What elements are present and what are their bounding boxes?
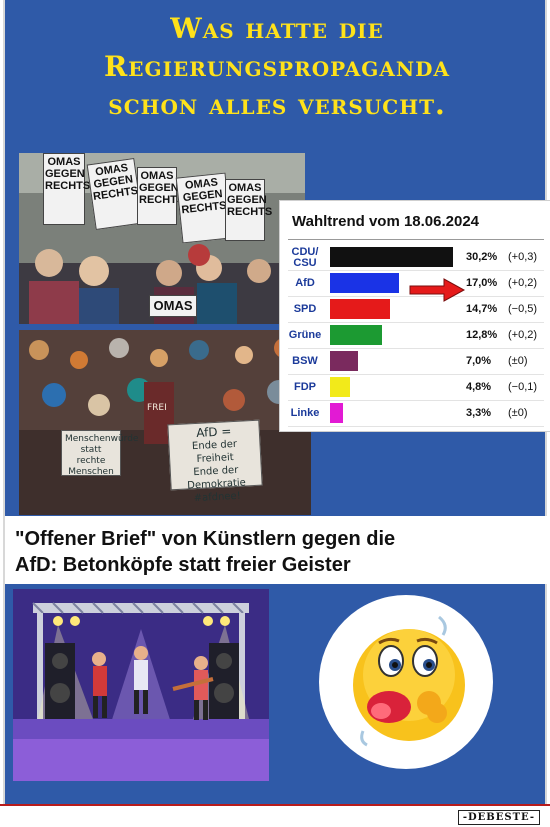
- sign-text: OMAS: [47, 156, 81, 168]
- protest-sign: OMAS GEGEN RECHTS: [225, 179, 273, 241]
- poll-change: (+0,2): [508, 329, 538, 341]
- poll-row: FDP 4,8% (−0,1): [280, 375, 550, 401]
- protest-sign-afd: AfD = Ende der Freiheit Ende der Demokra…: [167, 419, 263, 504]
- poll-bar: [330, 247, 457, 267]
- poll-value: 12,8%: [466, 329, 498, 341]
- sign-text: Ende der Demokratie: [186, 464, 247, 492]
- poll-bar: [330, 351, 363, 371]
- divider: [288, 322, 544, 323]
- emoji-face-icon: [353, 615, 465, 747]
- poll-bar: [330, 377, 353, 397]
- sign-text: RECHTS: [139, 194, 185, 206]
- party-name: BSW: [292, 355, 318, 367]
- protest-sign: OMAS GEGEN RECHTS: [175, 172, 233, 244]
- sign-text: statt: [80, 445, 102, 455]
- divider: [288, 270, 544, 271]
- svg-text:FREI: FREI: [147, 403, 167, 413]
- protest-sign: OMAS: [149, 295, 197, 317]
- poll-change: (+0,2): [508, 277, 538, 289]
- poll-change: (−0,5): [508, 303, 538, 315]
- poll-bar: [330, 325, 386, 345]
- footer-bar: [0, 806, 550, 827]
- poll-value: 17,0%: [466, 277, 498, 289]
- sign-text: GEGEN: [139, 182, 179, 194]
- poll-change: (±0): [508, 407, 528, 419]
- party-name-line: CSU: [293, 257, 317, 269]
- sign-text: RECHTS: [45, 180, 91, 192]
- concert-illustration: [13, 589, 269, 781]
- headline-line-2: AfD: Betonköpfe statt freier Geister: [15, 554, 351, 576]
- party-name: CDU/CSU: [284, 247, 326, 269]
- crowd-illustration-2: FREI: [19, 330, 311, 515]
- headline-line-1: "Offener Brief" von Künstlern gegen die: [15, 528, 396, 550]
- poll-row: SPD 14,7% (−0,5): [280, 297, 550, 323]
- stage-illustration: [13, 589, 269, 781]
- poster-title: Was hatte die Regierungspropaganda schon…: [5, 10, 549, 124]
- poll-bar: [330, 299, 394, 319]
- sign-text: GEGEN: [45, 168, 85, 180]
- poster-frame: Was hatte die Regierungspropaganda schon…: [3, 0, 550, 806]
- protest-sign: OMAS GEGEN RECHTS: [86, 157, 144, 231]
- protest-photo-omas: OMAS GEGEN RECHTS OMAS GEGEN RECHTS OMAS…: [19, 153, 305, 324]
- poll-value: 14,7%: [466, 303, 498, 315]
- divider: [288, 296, 544, 297]
- sign-text: OMAS: [228, 182, 262, 194]
- party-name-line: CDU/: [291, 246, 319, 258]
- poll-row: AfD 17,0% (+0,2): [280, 271, 550, 297]
- poll-value: 3,3%: [466, 407, 492, 419]
- sign-text: rechte Menschen: [68, 456, 114, 477]
- sign-text: GEGEN: [227, 194, 267, 206]
- sign-text: OMAS: [153, 298, 193, 313]
- poll-bar: [330, 403, 348, 423]
- poll-change: (±0): [508, 355, 528, 367]
- poll-change: (−0,1): [508, 381, 538, 393]
- poll-card: Wahltrend vom 18.06.2024 CDU/CSU 30,2% (+0…: [279, 200, 550, 432]
- party-name: AfD: [295, 277, 315, 289]
- title-line-1: Was hatte die: [170, 12, 384, 45]
- divider: [288, 239, 544, 240]
- party-name: SPD: [293, 303, 317, 315]
- poll-title: Wahltrend vom 18.06.2024: [292, 213, 480, 230]
- divider: [288, 426, 544, 427]
- poll-value: 4,8%: [466, 381, 492, 393]
- poll-bar: [330, 273, 404, 293]
- protest-sign: Menschenwürde statt rechte Menschen: [61, 430, 139, 477]
- title-line-3: schon alles versucht.: [108, 88, 446, 121]
- protest-sign: OMAS GEGEN RECHTS: [137, 167, 185, 225]
- poll-change: (+0,3): [508, 251, 538, 263]
- protest-sign: OMAS GEGEN RECHTS: [43, 153, 91, 225]
- headline: "Offener Brief" von Künstlern gegen die …: [15, 526, 545, 578]
- bottom-rule: [0, 804, 550, 807]
- headline-box: "Offener Brief" von Künstlern gegen die …: [5, 516, 549, 584]
- poll-row: CDU/CSU 30,2% (+0,3): [280, 245, 550, 271]
- party-name: Linke: [290, 407, 320, 419]
- poll-row: BSW 7,0% (±0): [280, 349, 550, 375]
- protest-photo-crowd: FREI Menschenwürde statt rechte Menschen…: [19, 330, 311, 515]
- sign-text: OMAS: [140, 170, 174, 182]
- poll-value: 30,2%: [466, 251, 498, 263]
- divider: [288, 400, 544, 401]
- watermark-logo: -DEBESTE-: [457, 810, 540, 825]
- sign-text: RECHTS: [227, 206, 273, 218]
- red-arrow-icon: [409, 278, 466, 302]
- title-line-2: Regierungspropaganda: [104, 50, 450, 83]
- sign-text: Menschenwürde: [65, 434, 139, 444]
- divider: [288, 374, 544, 375]
- poll-value: 7,0%: [466, 355, 492, 367]
- party-name: FDP: [294, 381, 316, 393]
- emoji-circle: [319, 595, 493, 769]
- poll-row: Grüne 12,8% (+0,2): [280, 323, 550, 349]
- poll-row: Linke 3,3% (±0): [280, 401, 550, 427]
- party-name: Grüne: [288, 329, 322, 341]
- divider: [288, 348, 544, 349]
